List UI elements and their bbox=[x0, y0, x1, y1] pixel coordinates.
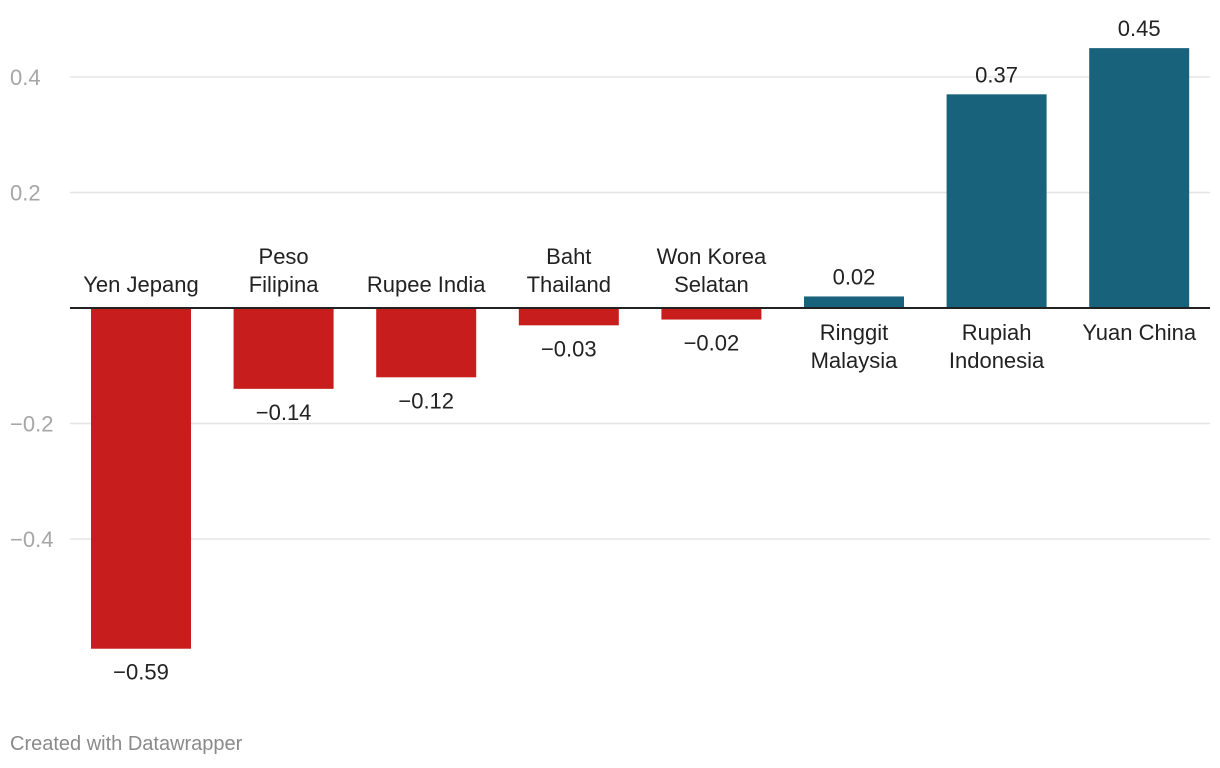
category-label: Yuan China bbox=[1082, 320, 1197, 345]
y-tick-label: 0.4 bbox=[10, 65, 41, 90]
bar-value-label: −0.03 bbox=[541, 336, 597, 361]
category-label: Won Korea Selatan bbox=[657, 244, 767, 297]
bar-value-label: −0.59 bbox=[113, 660, 169, 685]
bar-value-label: 0.37 bbox=[975, 62, 1018, 87]
bar bbox=[661, 308, 762, 320]
bar bbox=[804, 296, 904, 308]
category-label: Baht Thailand bbox=[527, 244, 611, 297]
bars bbox=[91, 48, 1190, 649]
bar bbox=[946, 94, 1047, 308]
bar-chart: 0.4 0.2 −0.2 −0.4 Yen Jepang Peso Filipina Rup… bbox=[10, 16, 1210, 685]
y-tick-label: 0.2 bbox=[10, 181, 41, 206]
category-label: Rupee India bbox=[367, 272, 486, 297]
bar bbox=[1089, 48, 1190, 308]
category-label: Yen Jepang bbox=[83, 272, 198, 297]
category-label: Rupiah Indonesia bbox=[949, 320, 1045, 373]
bar bbox=[376, 308, 477, 378]
bar-value-label: −0.12 bbox=[398, 388, 454, 413]
category-label: Peso Filipina bbox=[249, 244, 319, 297]
credit-text: Created with Datawrapper bbox=[10, 733, 243, 755]
y-tick-label: −0.2 bbox=[10, 412, 53, 437]
category-labels: Yen Jepang Peso Filipina Rupee India Baht Tha… bbox=[83, 244, 1197, 373]
bar-value-label: −0.14 bbox=[256, 400, 312, 425]
category-label: Ringgit Malaysia bbox=[811, 320, 899, 373]
bar-value-label: 0.45 bbox=[1118, 16, 1161, 41]
y-tick-label: −0.4 bbox=[10, 527, 53, 552]
bar-value-label: −0.02 bbox=[684, 331, 740, 356]
value-labels: −0.59 −0.14 −0.12 −0.03 −0.02 0.02 0.37 0.45 bbox=[113, 16, 1160, 685]
bar bbox=[518, 308, 619, 326]
bar-value-label: 0.02 bbox=[833, 264, 876, 289]
bar bbox=[233, 308, 334, 389]
y-axis-ticks: 0.4 0.2 −0.2 −0.4 bbox=[10, 65, 53, 552]
bar bbox=[91, 308, 191, 649]
